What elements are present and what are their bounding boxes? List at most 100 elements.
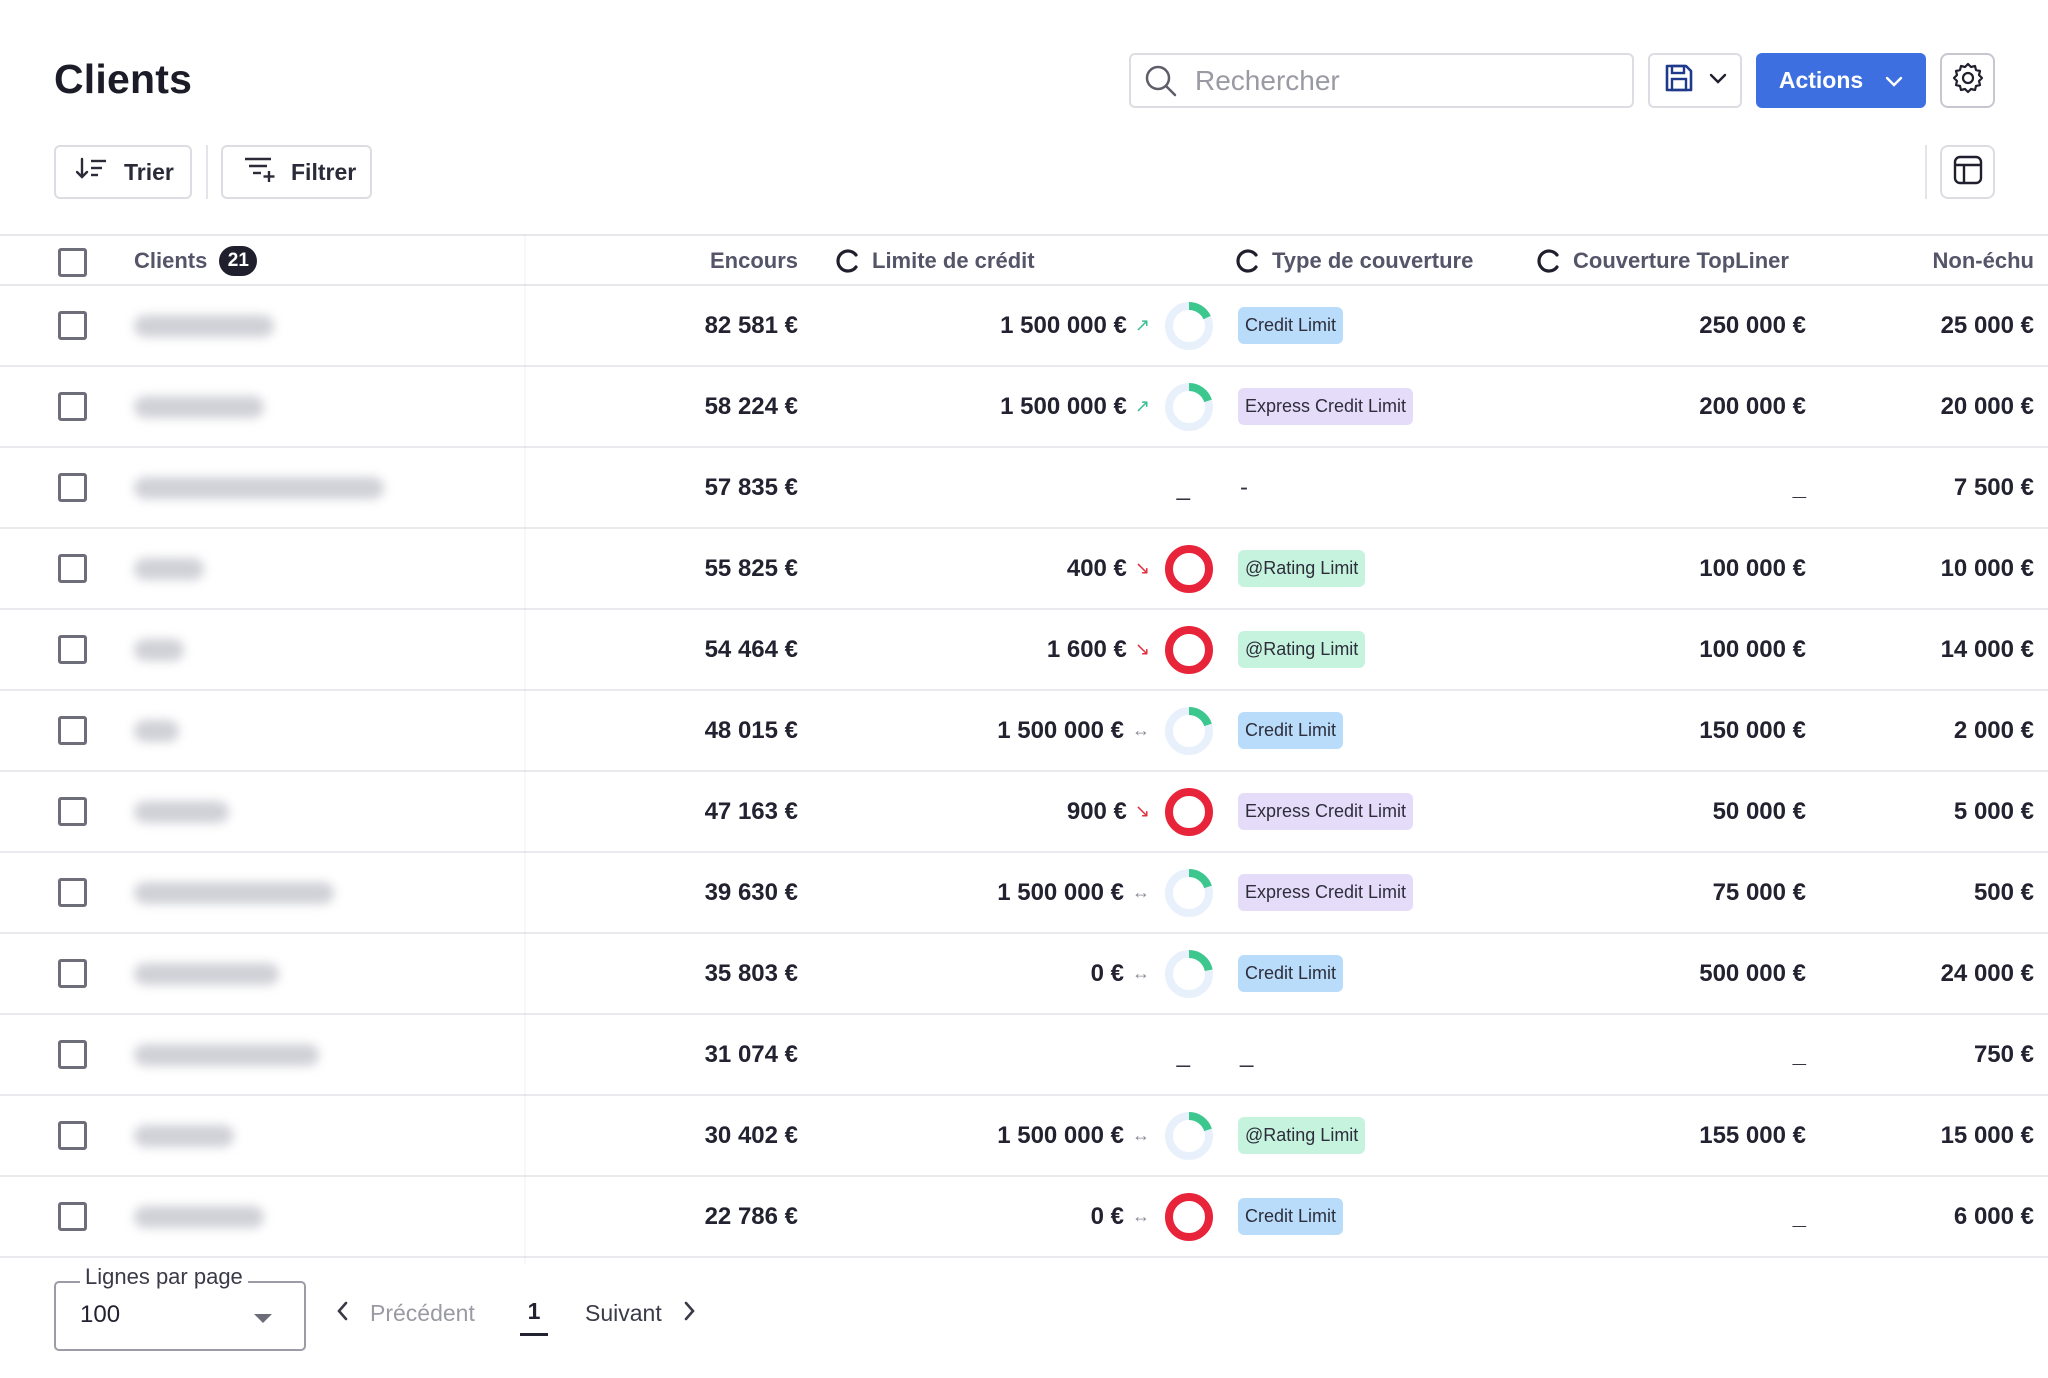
client-name-redacted[interactable]	[134, 610, 494, 689]
client-name-redacted[interactable]	[134, 934, 494, 1013]
coverage-type-tag: Credit Limit	[1238, 1198, 1344, 1235]
usage-donut	[1165, 949, 1213, 998]
client-name-redacted[interactable]	[134, 448, 494, 527]
chevron-right-icon	[684, 1300, 696, 1327]
trend-flat-icon: ↔	[1132, 882, 1150, 902]
non-echu-cell: 10 000 €	[1940, 554, 2034, 582]
table-row[interactable]: 48 015 € 1 500 000 € ↔ Credit Limit 150 000 …	[0, 691, 2048, 772]
row-checkbox[interactable]	[58, 554, 87, 583]
row-checkbox[interactable]	[58, 1121, 87, 1150]
search-input[interactable]	[1195, 64, 1605, 97]
row-checkbox[interactable]	[58, 635, 87, 664]
row-checkbox[interactable]	[58, 392, 87, 421]
column-header-encours[interactable]: Encours	[709, 248, 798, 273]
encours-cell: 35 803 €	[704, 959, 798, 987]
type-cell: Credit Limit	[1238, 1177, 1518, 1256]
chevron-down-icon	[1709, 72, 1727, 90]
table-row[interactable]: 58 224 € 1 500 000 € ↗ Express Credit Limit…	[0, 367, 2048, 448]
non-echu-cell: 14 000 €	[1940, 635, 2034, 663]
row-checkbox[interactable]	[58, 311, 87, 340]
column-header-non-echu[interactable]: Non-échu	[1932, 248, 2034, 273]
non-echu-cell: 15 000 €	[1940, 1121, 2034, 1149]
client-name-redacted[interactable]	[134, 691, 494, 770]
table-row[interactable]: 39 630 € 1 500 000 € ↔ Express Credit Limit…	[0, 853, 2048, 934]
table-row[interactable]: 31 074 € _ _ _ 750 €	[0, 1015, 2048, 1096]
client-name-redacted[interactable]	[134, 853, 494, 932]
trend-flat-icon: ↔	[1132, 720, 1150, 740]
limite-value: 900 €	[1066, 797, 1127, 825]
save-icon	[1663, 62, 1695, 99]
select-all-checkbox[interactable]	[58, 248, 87, 277]
table-row[interactable]: 82 581 € 1 500 000 € ↗ Credit Limit 250 000 …	[0, 286, 2048, 367]
sort-button[interactable]: Trier	[54, 145, 192, 199]
row-checkbox[interactable]	[58, 473, 87, 502]
table-header: Clients 21 Encours Limite de crédit Type…	[0, 234, 2048, 286]
row-checkbox[interactable]	[58, 1040, 87, 1069]
previous-label: Précédent	[370, 1300, 475, 1326]
trend-down-icon: ↘	[1134, 801, 1150, 821]
usage-donut	[1165, 868, 1213, 917]
non-echu-cell: 24 000 €	[1940, 959, 2034, 987]
column-header-limite[interactable]: Limite de crédit	[836, 236, 1035, 286]
filter-button[interactable]: Filtrer	[221, 145, 372, 199]
row-checkbox[interactable]	[58, 1202, 87, 1231]
limite-value: 1 500 000 €	[997, 878, 1124, 906]
table-row[interactable]: 47 163 € 900 € ↘ Express Credit Limit 50 000…	[0, 772, 2048, 853]
table-row[interactable]: 55 825 € 400 € ↘ @Rating Limit 100 000 € 10 0…	[0, 529, 2048, 610]
saved-views-button[interactable]	[1648, 53, 1742, 108]
row-checkbox[interactable]	[58, 878, 87, 907]
client-name-redacted[interactable]	[134, 772, 494, 851]
topliner-cell: _	[1792, 1202, 1806, 1230]
limite-value: 1 500 000 €	[997, 1121, 1124, 1149]
search-icon	[1143, 63, 1179, 99]
limite-cell: 900 € ↘	[836, 772, 1216, 851]
row-checkbox[interactable]	[58, 959, 87, 988]
actions-label: Actions	[1778, 67, 1864, 93]
column-header-topliner[interactable]: Couverture TopLiner	[1537, 236, 1789, 286]
clients-table: Clients 21 Encours Limite de crédit Type…	[0, 234, 2048, 1258]
coverage-type-tag: @Rating Limit	[1238, 631, 1366, 668]
actions-button[interactable]: Actions	[1756, 53, 1926, 108]
client-name-redacted[interactable]	[134, 1096, 494, 1175]
topliner-cell: _	[1792, 1040, 1806, 1068]
search-field[interactable]	[1129, 53, 1634, 108]
rows-per-page-select[interactable]: Lignes par page 100	[54, 1264, 306, 1351]
coverage-type-tag: Credit Limit	[1238, 955, 1344, 992]
column-header-clients[interactable]: Clients 21	[134, 236, 258, 286]
encours-cell: 30 402 €	[704, 1121, 798, 1149]
row-checkbox[interactable]	[58, 716, 87, 745]
topliner-cell: 100 000 €	[1699, 554, 1806, 582]
client-name-redacted[interactable]	[134, 529, 494, 608]
client-name-redacted[interactable]	[134, 1015, 494, 1094]
coverage-type-tag: Express Credit Limit	[1238, 388, 1414, 425]
table-row[interactable]: 30 402 € 1 500 000 € ↔ @Rating Limit 155 000…	[0, 1096, 2048, 1177]
trend-flat-icon: ↔	[1132, 1125, 1150, 1145]
limite-cell: 1 500 000 € ↔	[836, 853, 1216, 932]
current-page[interactable]: 1	[520, 1298, 548, 1336]
trend-down-icon: ↘	[1134, 558, 1150, 578]
column-header-type[interactable]: Type de couverture	[1236, 236, 1473, 286]
coverage-type-tag: @Rating Limit	[1238, 550, 1366, 587]
usage-donut	[1165, 706, 1213, 755]
columns-button[interactable]	[1940, 145, 1995, 199]
table-columns-icon	[1952, 154, 1984, 191]
previous-page-button[interactable]: Précédent	[336, 1300, 475, 1327]
row-checkbox[interactable]	[58, 797, 87, 826]
limite-value: 1 600 €	[1046, 635, 1127, 663]
table-row[interactable]: 22 786 € 0 € ↔ Credit Limit _ 6 000 €	[0, 1177, 2048, 1258]
next-page-button[interactable]: Suivant	[585, 1300, 696, 1327]
toolbar-divider	[1925, 145, 1927, 199]
table-row[interactable]: 35 803 € 0 € ↔ Credit Limit 500 000 € 24 000 …	[0, 934, 2048, 1015]
table-row[interactable]: 54 464 € 1 600 € ↘ @Rating Limit 100 000 € 14…	[0, 610, 2048, 691]
clients-count-badge: 21	[219, 246, 258, 276]
rows-per-page-value: 100	[80, 1301, 121, 1328]
settings-button[interactable]	[1940, 53, 1995, 108]
refresh-icon	[1537, 249, 1559, 273]
client-name-redacted[interactable]	[134, 286, 494, 365]
pinned-column-shadow	[524, 234, 527, 1264]
usage-donut	[1165, 382, 1213, 431]
client-name-redacted[interactable]	[134, 1177, 494, 1256]
table-row[interactable]: 57 835 € _ - _ 7 500 €	[0, 448, 2048, 529]
topliner-cell: 200 000 €	[1699, 392, 1806, 420]
client-name-redacted[interactable]	[134, 367, 494, 446]
